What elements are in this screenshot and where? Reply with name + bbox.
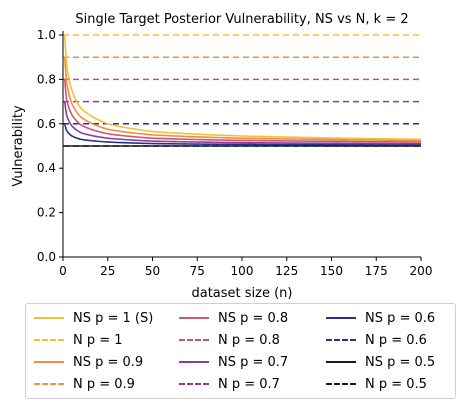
legend-swatch [34, 361, 64, 363]
chart: Single Target Posterior Vulnerability, N… [11, 12, 433, 300]
x-tick-label: 175 [365, 264, 388, 278]
series-line-ns-p-0-9 [63, 57, 422, 142]
legend-item: N p = 0.8 [179, 330, 280, 350]
legend-swatch [179, 339, 209, 341]
x-tick-label: 25 [100, 264, 115, 278]
legend-item: NS p = 1 (S) [34, 308, 153, 328]
y-tick-label: 0.0 [37, 250, 56, 264]
legend-item: N p = 0.9 [34, 374, 135, 394]
y-tick-label: 0.4 [37, 161, 56, 175]
x-tick-label: 0 [59, 264, 67, 278]
series-line-ns-p-0-6 [64, 123, 422, 146]
legend-item: N p = 0.6 [326, 330, 427, 350]
x-axis-label: dataset size (n) [191, 286, 292, 300]
legend-item: N p = 0.5 [326, 374, 427, 394]
legend-label: N p = 0.7 [218, 376, 280, 392]
y-tick-label: 0.8 [37, 72, 56, 86]
legend-swatch [179, 361, 209, 363]
legend-label: N p = 1 [73, 332, 123, 348]
y-tick-label: 1.0 [37, 28, 56, 42]
legend: NS p = 1 (S) N p = 1 NS p = 0.9 N p = 0.9 NS… [25, 303, 456, 399]
legend-item: NS p = 0.5 [326, 352, 435, 372]
legend-item: NS p = 0.8 [179, 308, 288, 328]
legend-label: N p = 0.5 [365, 376, 427, 392]
y-axis-label: Vulnerability [11, 105, 26, 187]
legend-swatch [326, 361, 356, 363]
legend-swatch [326, 339, 356, 341]
legend-swatch [34, 383, 64, 385]
x-tick-label: 125 [275, 264, 298, 278]
legend-label: NS p = 0.5 [365, 354, 436, 370]
legend-label: N p = 0.8 [218, 332, 280, 348]
x-tick-label: 150 [320, 264, 343, 278]
x-tick-label: 50 [145, 264, 160, 278]
legend-swatch [34, 317, 64, 319]
legend-label: NS p = 0.7 [218, 354, 289, 370]
legend-item: NS p = 0.6 [326, 308, 435, 328]
legend-item: NS p = 0.7 [179, 352, 288, 372]
legend-label: NS p = 0.9 [73, 354, 144, 370]
axes: 0 25 50 75 100 125 150 175 200 0.0 0.2 0.4 0.6 0.8 1.0 [37, 28, 433, 278]
x-tick-label: 75 [190, 264, 205, 278]
legend-label: NS p = 1 (S) [73, 310, 154, 326]
x-tick-label: 200 [410, 264, 433, 278]
legend-item: NS p = 0.9 [34, 352, 143, 372]
legend-swatch [326, 383, 356, 385]
legend-label: NS p = 0.6 [365, 310, 436, 326]
legend-item: N p = 0.7 [179, 374, 280, 394]
legend-swatch [179, 383, 209, 385]
y-tick-label: 0.6 [37, 117, 56, 131]
series-line-ns-p-0-8 [63, 79, 422, 143]
series-line-ns-p-0-7 [63, 101, 422, 145]
x-tick-label: 100 [231, 264, 254, 278]
y-tick-label: 0.2 [37, 206, 56, 220]
legend-label: NS p = 0.8 [218, 310, 289, 326]
legend-swatch [34, 339, 64, 341]
plot-lines [63, 34, 422, 147]
legend-item: N p = 1 [34, 330, 123, 350]
legend-swatch [179, 317, 209, 319]
chart-title: Single Target Posterior Vulnerability, N… [75, 12, 408, 27]
series-line-ns-p-1-s [63, 34, 422, 141]
legend-label: N p = 0.9 [73, 376, 135, 392]
legend-label: N p = 0.6 [365, 332, 427, 348]
legend-swatch [326, 317, 356, 319]
